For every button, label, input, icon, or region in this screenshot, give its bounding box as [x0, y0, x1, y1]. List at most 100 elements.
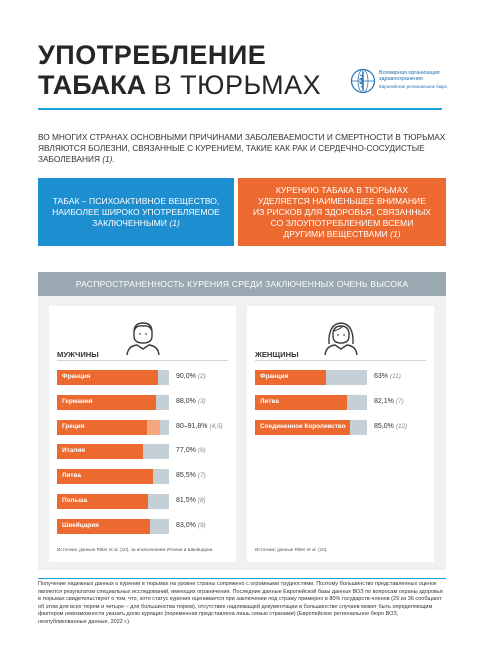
women-group-divider	[255, 360, 426, 361]
bar-label: Греция	[62, 422, 85, 430]
bar-value: 63% (11)	[374, 373, 401, 380]
bar-value: 90,0% (2)	[176, 373, 206, 380]
title-divider	[38, 108, 442, 110]
bar-value-text: 85,5%	[176, 472, 196, 480]
men-group-label: МУЖЧИНЫ	[57, 350, 99, 359]
man-avatar-icon	[126, 322, 160, 356]
bar-value-text: 77,0%	[176, 447, 196, 455]
who-emblem-icon	[350, 68, 376, 94]
bar-label: Франция	[62, 373, 91, 380]
who-logo: Всемирная организация здравоохранения Ев…	[350, 66, 460, 106]
who-region: Европейское региональное бюро	[379, 84, 448, 89]
page-title: УПОТРЕБЛЕНИЕ ТАБАКА В ТЮРЬМАХ	[38, 40, 358, 100]
men-chart-card: МУЖЧИНЫ Франция 90,0% (2) Германия 88,0% (3…	[49, 306, 236, 562]
bar-value-ref: (9)	[197, 521, 206, 529]
fact-box-orange-text: КУРЕНИЮ ТАБАКА В ТЮРЬМАХ УДЕЛЯЕТСЯ НАИМЕ…	[252, 185, 432, 240]
bar-value-ref: (6)	[197, 447, 206, 455]
men-bar-row: Франция 90,0% (2)	[57, 370, 232, 385]
women-group-label: ЖЕНЩИНЫ	[255, 350, 299, 359]
bar-value-ref: (7)	[197, 472, 206, 480]
bar-value-ref: (7)	[395, 397, 404, 405]
bar-value-text: 90,0%	[176, 373, 196, 380]
fact-box-blue-text: ТАБАК – ПСИХОАКТИВНОЕ ВЕЩЕСТВО, НАИБОЛЕЕ…	[52, 196, 220, 229]
bar-value-text: 81,5%	[176, 496, 196, 504]
title-line-2-thin: В ТЮРЬМАХ	[153, 70, 322, 100]
bar-track	[57, 493, 169, 509]
bar-value-text: 85,0%	[374, 422, 394, 430]
women-chart-card: ЖЕНЩИНЫ Франция 63% (11) Литва 82,1% (7) Сое…	[247, 306, 434, 562]
bar-value: 82,1% (7)	[374, 398, 404, 405]
fact-box-blue: ТАБАК – ПСИХОАКТИВНОЕ ВЕЩЕСТВО, НАИБОЛЕЕ…	[38, 178, 234, 246]
bar-value: 77,0% (6)	[176, 447, 206, 454]
bar-track	[57, 419, 169, 435]
bar-fill	[57, 518, 150, 534]
bar-label: Литва	[62, 472, 81, 480]
bar-value: 85,0% (12)	[374, 423, 407, 430]
fact-box-orange: КУРЕНИЮ ТАБАКА В ТЮРЬМАХ УДЕЛЯЕТСЯ НАИМЕ…	[238, 178, 446, 246]
section-banner: РАСПРОСТРАНЕННОСТЬ КУРЕНИЯ СРЕДИ ЗАКЛЮЧЕ…	[38, 272, 446, 296]
women-bar-rows: Франция 63% (11) Литва 82,1% (7) Соединенное…	[255, 370, 430, 444]
bar-fill	[255, 419, 351, 435]
footer-divider	[38, 578, 446, 579]
bar-track	[57, 370, 169, 385]
bar-label: Германия	[62, 397, 93, 405]
bar-track	[57, 444, 169, 460]
bar-label: Швейцария	[62, 521, 99, 529]
bar-fill	[57, 469, 153, 485]
men-source-note: Источник: данные Ritter et al. (10), за …	[57, 547, 214, 552]
bar-label: Италия	[62, 447, 85, 455]
bar-track	[57, 469, 169, 485]
title-line-1: УПОТРЕБЛЕНИЕ	[38, 40, 267, 70]
bar-fill	[57, 444, 144, 460]
men-bar-row: Польша 81,5% (8)	[57, 493, 232, 509]
bar-fill	[57, 493, 149, 509]
bar-fill	[57, 370, 158, 385]
who-name: Всемирная организация здравоохранения	[379, 70, 440, 83]
bar-value: 80–91,8% (4,5)	[176, 423, 223, 430]
bar-value: 85,5% (7)	[176, 472, 206, 479]
men-group-divider	[57, 360, 228, 361]
women-bar-row: Соединенное Королевство 85,0% (12)	[255, 419, 430, 435]
bar-label: Польша	[62, 496, 88, 504]
bar-fill	[57, 419, 147, 435]
bar-track	[255, 394, 367, 410]
bar-value-text: 80–91,8%	[176, 422, 208, 430]
bar-range	[146, 419, 160, 435]
bar-track	[57, 394, 169, 410]
fact-box-blue-ref: (1)	[169, 217, 180, 228]
women-source-note: Источник: данные Ritter et al. (10).	[255, 547, 328, 552]
men-bar-row: Италия 77,0% (6)	[57, 444, 232, 460]
bar-label: Соединенное Королевство	[260, 422, 346, 430]
intro-ref: (1).	[102, 154, 115, 164]
bar-label: Литва	[260, 397, 279, 405]
bar-value-ref: (4,5)	[209, 422, 223, 430]
bar-track	[255, 419, 367, 435]
bar-track	[57, 518, 169, 534]
bar-value-ref: (11)	[389, 373, 401, 380]
woman-avatar-icon	[324, 322, 358, 356]
footer-note: Получение надежных данных о курении в тю…	[38, 581, 443, 625]
women-bar-row: Франция 63% (11)	[255, 370, 430, 385]
bar-value-ref: (2)	[197, 373, 206, 380]
men-bar-rows: Франция 90,0% (2) Германия 88,0% (3) Греция 8…	[57, 370, 232, 544]
bar-value-text: 63%	[374, 373, 389, 380]
intro-text: ВО МНОГИХ СТРАНАХ ОСНОВНЫМИ ПРИЧИНАМИ ЗА…	[38, 132, 446, 165]
bar-value-ref: (8)	[197, 496, 206, 504]
bar-label: Франция	[260, 373, 289, 380]
bar-value-text: 82,1%	[374, 397, 394, 405]
men-bar-row: Литва 85,5% (7)	[57, 469, 232, 485]
title-line-2-bold: ТАБАКА	[38, 70, 147, 100]
bar-value: 88,0% (3)	[176, 398, 206, 405]
bar-value: 81,5% (8)	[176, 497, 206, 504]
bar-value: 83,0% (9)	[176, 522, 206, 529]
bar-value-text: 88,0%	[176, 397, 196, 405]
bar-fill	[255, 370, 326, 385]
fact-box-blue-body: ТАБАК – ПСИХОАКТИВНОЕ ВЕЩЕСТВО, НАИБОЛЕЕ…	[52, 195, 220, 228]
men-bar-row: Германия 88,0% (3)	[57, 394, 232, 410]
bar-fill	[57, 394, 156, 410]
men-bar-row: Греция 80–91,8% (4,5)	[57, 419, 232, 435]
bar-value-text: 83,0%	[176, 521, 196, 529]
fact-box-orange-ref: (1)	[390, 228, 401, 239]
intro-body: ВО МНОГИХ СТРАНАХ ОСНОВНЫМИ ПРИЧИНАМИ ЗА…	[38, 132, 446, 164]
